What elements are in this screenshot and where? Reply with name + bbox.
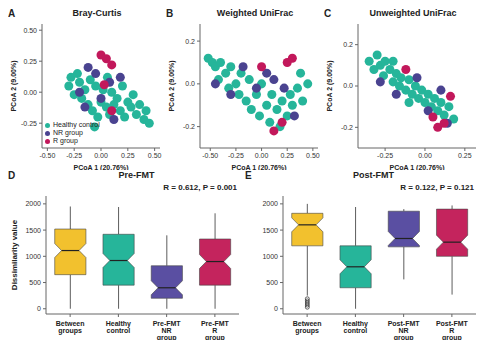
svg-text:0.50: 0.50 [306,152,320,159]
svg-text:Healthycontrol: Healthycontrol [106,320,131,334]
svg-text:Betweengroups: Betweengroups [56,320,85,335]
svg-text:0: 0 [37,305,41,312]
svg-text:Betweengroups: Betweengroups [293,320,322,335]
svg-text:PCoA 2 (9.00%): PCoA 2 (9.00%) [326,60,334,111]
svg-text:0: 0 [274,305,278,312]
svg-text:PCoA 2 (9.00%): PCoA 2 (9.00%) [10,60,18,111]
svg-text:Post-FMTRgroup: Post-FMTRgroup [436,320,469,340]
svg-text:-0.2: -0.2 [183,123,195,130]
html-text:Healthy control: Healthy control [53,121,100,128]
svg-text:1500: 1500 [262,227,278,234]
svg-text:PCoA 2 (9.00%): PCoA 2 (9.00%) [168,60,176,111]
html-text:B: B [166,8,174,19]
svg-text:0.50: 0.50 [148,152,162,159]
svg-text:Healthycontrol: Healthycontrol [343,320,368,334]
svg-text:PCoA 1 (20.76%): PCoA 1 (20.76%) [390,164,445,170]
html-text:R = 0.612, P = 0.001: R = 0.612, P = 0.001 [163,183,237,192]
svg-text:PCoA 1 (20.76%): PCoA 1 (20.76%) [232,164,287,170]
html-text:Bray-Curtis: Bray-Curtis [72,8,122,18]
svg-text:500: 500 [266,279,278,286]
svg-text:0.25: 0.25 [121,152,135,159]
html-text:Post-FMT: Post-FMT [353,170,394,180]
svg-text:0.00: 0.00 [23,89,37,96]
svg-text:-0.2: -0.2 [341,124,353,131]
svg-text:0.00: 0.00 [94,152,108,159]
html-text:D: D [8,170,16,181]
html-text:Pre-FMT: Pre-FMT [118,170,155,180]
svg-text:-0.25: -0.25 [66,152,82,159]
svg-text:Dissimilarity value: Dissimilarity value [10,219,19,290]
svg-text:1000: 1000 [25,253,41,260]
svg-text:0.2: 0.2 [343,41,353,48]
svg-text:-0.25: -0.25 [228,152,244,159]
svg-text:500: 500 [29,279,41,286]
svg-text:0.25: 0.25 [458,152,472,159]
svg-text:2000: 2000 [25,200,41,207]
html-text:NR group: NR group [53,129,83,136]
svg-text:2000: 2000 [262,200,278,207]
html-text:A: A [8,8,16,19]
svg-text:-0.25: -0.25 [21,120,37,127]
svg-text:Pre-FMTRgroup: Pre-FMTRgroup [201,320,230,340]
svg-text:-0.25: -0.25 [377,152,393,159]
html-text:Unweighted UniFrac: Unweighted UniFrac [369,8,457,18]
svg-text:-0.50: -0.50 [202,152,218,159]
html-text:E: E [245,170,252,181]
html-text:Weighted UniFrac: Weighted UniFrac [216,8,294,18]
svg-text:0.25: 0.25 [280,152,294,159]
svg-text:-0.50: -0.50 [39,152,55,159]
html-text:R = 0.122, P = 0.121: R = 0.122, P = 0.121 [400,183,474,192]
svg-text:Pre-FMTNRgroup: Pre-FMTNRgroup [153,320,182,340]
html-text:C: C [324,8,332,19]
svg-text:1000: 1000 [262,253,278,260]
svg-text:0.25: 0.25 [23,58,37,65]
html-text:R group: R group [53,137,78,144]
svg-text:0.0: 0.0 [185,80,195,87]
svg-text:0.00: 0.00 [418,152,432,159]
svg-text:0.00: 0.00 [255,152,269,159]
svg-text:1500: 1500 [25,227,41,234]
svg-text:0.2: 0.2 [185,38,195,45]
svg-text:0.50: 0.50 [23,27,37,34]
svg-text:PCoA 1 (20.76%): PCoA 1 (20.76%) [74,164,129,170]
svg-text:0.0: 0.0 [343,82,353,89]
svg-text:Post-FMTNRgroup: Post-FMTNRgroup [388,320,421,340]
